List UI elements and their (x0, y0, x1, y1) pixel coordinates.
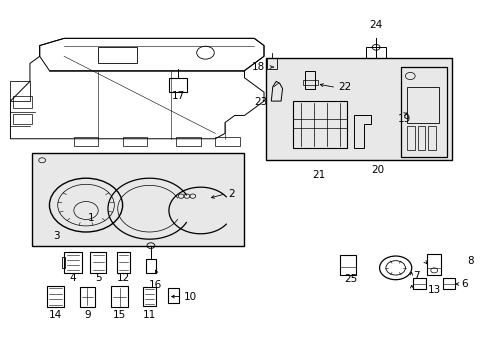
Bar (339, 255, 355, 275)
Bar (412, 278, 426, 289)
Bar (215, 137, 239, 146)
Text: 7: 7 (412, 271, 419, 281)
Bar (13, 114, 32, 125)
Text: 23: 23 (254, 97, 267, 107)
Bar (32, 153, 244, 246)
Bar (64, 252, 81, 273)
Text: 6: 6 (461, 279, 467, 289)
Text: 22: 22 (337, 82, 351, 93)
Bar (442, 278, 454, 289)
Bar (117, 252, 130, 273)
Text: 14: 14 (49, 310, 62, 320)
Text: 2: 2 (228, 189, 235, 199)
Text: 15: 15 (113, 310, 126, 320)
Text: 3: 3 (53, 231, 60, 240)
Bar (62, 257, 64, 268)
Bar (176, 137, 200, 146)
Text: 10: 10 (183, 292, 196, 302)
Bar (47, 286, 63, 307)
Bar (400, 67, 446, 157)
Text: 25: 25 (344, 274, 357, 284)
Bar (80, 287, 95, 307)
Bar (90, 252, 106, 273)
Bar (266, 58, 451, 160)
Text: 4: 4 (69, 273, 76, 283)
Bar (267, 58, 277, 69)
Bar (366, 47, 385, 58)
Bar (122, 137, 147, 146)
Bar (111, 286, 128, 307)
Text: 16: 16 (149, 280, 162, 290)
Text: 17: 17 (172, 91, 185, 101)
Bar (168, 288, 179, 303)
Text: 9: 9 (84, 310, 91, 320)
Text: 24: 24 (369, 21, 382, 30)
Text: 13: 13 (427, 285, 440, 295)
Bar (406, 126, 414, 149)
Bar (142, 287, 156, 306)
Bar (427, 126, 435, 149)
Bar (74, 137, 98, 146)
Bar (168, 78, 187, 92)
Bar (303, 80, 317, 85)
Text: 20: 20 (370, 165, 384, 175)
Bar (406, 87, 438, 123)
Text: 11: 11 (142, 310, 156, 320)
Text: 1: 1 (87, 213, 94, 223)
Bar (146, 259, 156, 273)
Text: 8: 8 (467, 256, 473, 266)
Bar (13, 96, 32, 108)
Text: 18: 18 (252, 62, 265, 72)
Text: 12: 12 (117, 273, 130, 283)
Text: 19: 19 (397, 114, 410, 124)
Text: 21: 21 (312, 170, 325, 180)
Bar (293, 101, 346, 148)
Bar (417, 126, 425, 149)
Bar (305, 71, 315, 89)
Bar (98, 47, 137, 63)
Text: 5: 5 (95, 273, 102, 283)
Bar (427, 253, 440, 275)
